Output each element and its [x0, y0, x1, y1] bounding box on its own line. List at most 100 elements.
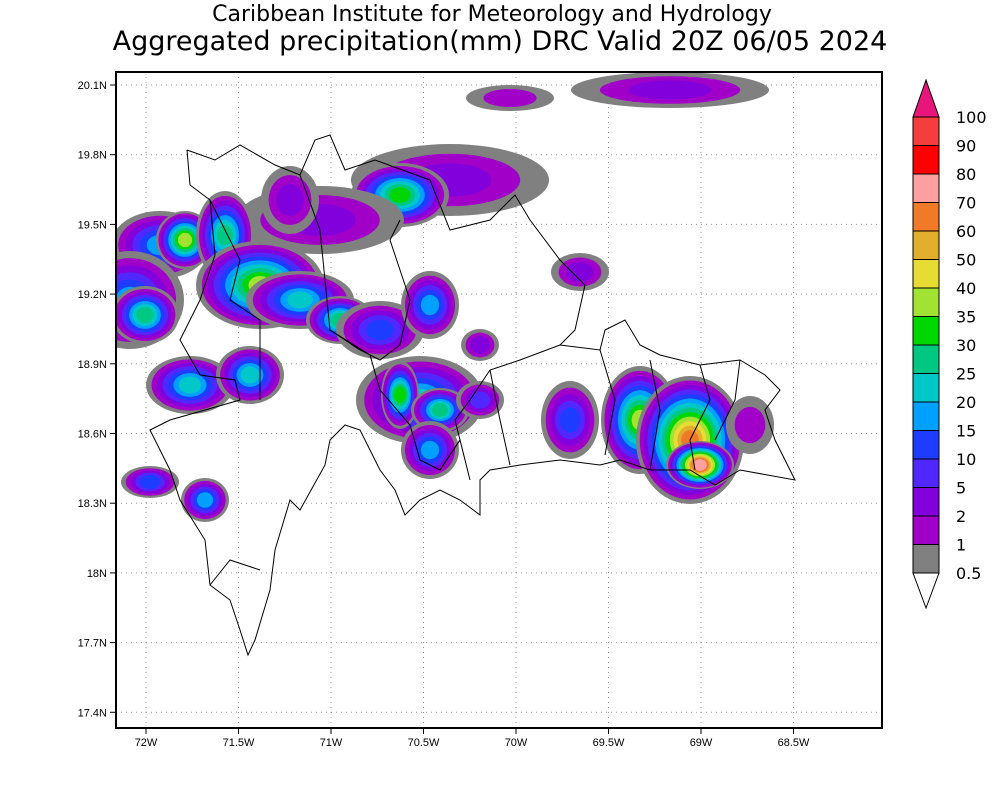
precip-contour	[469, 391, 491, 409]
precip-cell	[246, 271, 354, 329]
lat-tick-label: 17.4N	[78, 707, 107, 719]
plot-frame	[115, 71, 883, 729]
precip-contour	[559, 407, 581, 433]
colorbar-label: 60	[956, 222, 976, 241]
precip-cell	[726, 396, 774, 454]
lat-tick-label: 18.6N	[78, 429, 107, 441]
precip-cell	[146, 356, 234, 414]
precip-contour	[136, 307, 154, 323]
colorbar-swatch	[912, 259, 940, 289]
colorbar-swatch	[912, 544, 940, 574]
colorbar-label: 70	[956, 194, 976, 213]
precip-contour	[287, 291, 313, 309]
precip-contour	[366, 319, 394, 341]
precip-contour	[196, 492, 214, 508]
colorbar-label: 15	[956, 422, 976, 441]
precip-contour	[566, 262, 594, 282]
border-line	[149, 134, 796, 657]
colorbar-label: 80	[956, 165, 976, 184]
lon-tick-label: 70.5W	[408, 737, 440, 749]
colorbar-swatch	[912, 401, 940, 431]
border-line	[439, 438, 471, 481]
colorbar-label: 20	[956, 393, 976, 412]
precip-contour	[217, 224, 233, 246]
colorbar-swatch	[912, 430, 940, 460]
institute-title: Caribbean Institute for Meteorology and …	[212, 2, 772, 27]
precip-cell	[121, 466, 179, 498]
lon-tick-label: 69W	[690, 737, 713, 749]
map-title: Aggregated precipitation(mm) DRC Valid 2…	[112, 26, 888, 57]
colorbar-swatch	[912, 287, 940, 317]
colorbar-label: 2	[956, 507, 966, 526]
colorbar-swatch	[912, 458, 940, 488]
precip-cell	[116, 286, 179, 344]
border-line	[599, 349, 616, 456]
colorbar-label: 50	[956, 251, 976, 270]
lat-tick-label: 17.7N	[78, 638, 107, 650]
precip-contour	[276, 184, 304, 216]
colorbar-swatch	[912, 515, 940, 545]
lat-tick-label: 18.9N	[78, 359, 107, 371]
precip-cell	[541, 381, 599, 459]
precip-cell	[456, 381, 504, 419]
lon-tick-label: 68.5W	[778, 737, 810, 749]
colorbar-swatch	[912, 173, 940, 203]
precip-cell	[336, 301, 424, 359]
precip-contour	[483, 88, 537, 108]
colorbar-swatch	[912, 487, 940, 517]
precip-cell	[571, 72, 769, 108]
precip-cell	[411, 388, 469, 432]
precip-contour	[693, 459, 707, 471]
colorbar-legend: 100 90 80 70 60 50 40 35 30 25 20 15 10 5 2 1 0.5	[912, 78, 987, 610]
border-line	[209, 199, 261, 400]
colorbar-label: 5	[956, 479, 966, 498]
lon-tick-label: 71.5W	[223, 737, 255, 749]
precip-cell	[181, 478, 229, 522]
colorbar-label: 40	[956, 279, 976, 298]
colorbar-max-arrow	[912, 78, 940, 118]
border-line	[489, 369, 511, 466]
precip-contour	[628, 80, 712, 100]
colorbar-swatch	[912, 230, 940, 260]
precip-contour	[389, 187, 411, 203]
precipitation-field	[116, 72, 774, 522]
colorbar-label: 0.5	[956, 564, 981, 583]
precip-cell	[466, 85, 554, 111]
precip-cell	[666, 441, 734, 489]
precip-contour	[139, 475, 161, 489]
colorbar-label: 90	[956, 137, 976, 156]
colorbar-min-arrow	[912, 572, 940, 610]
precip-contour	[178, 376, 202, 394]
lon-tick-label: 72W	[135, 737, 158, 749]
colorbar-swatch	[912, 373, 940, 403]
border-line	[714, 359, 741, 441]
precip-contour	[432, 403, 448, 417]
colorbar-label: 100	[956, 108, 987, 127]
lon-tick-label: 69.5W	[593, 737, 625, 749]
precip-contour	[240, 366, 260, 384]
precip-cell	[551, 253, 609, 291]
border-line	[689, 364, 711, 471]
precip-contour	[420, 440, 440, 460]
precip-contour	[177, 232, 193, 248]
border-line	[649, 359, 661, 471]
lat-tick-label: 19.5N	[78, 219, 107, 231]
lat-tick-label: 19.8N	[78, 150, 107, 162]
colorbar-swatch	[912, 344, 940, 374]
lat-tick-label: 20.1N	[78, 80, 107, 92]
border-line	[209, 559, 261, 586]
precip-contour	[420, 294, 440, 316]
precip-cell	[216, 346, 284, 404]
colorbar-label: 30	[956, 336, 976, 355]
colorbar-label: 1	[956, 536, 966, 555]
lon-tick-label: 70W	[505, 737, 528, 749]
lat-tick-label: 18.3N	[78, 498, 107, 510]
colorbar-swatch	[912, 145, 940, 175]
border-line	[299, 174, 411, 361]
precip-contour	[470, 336, 490, 354]
colorbar-label: 10	[956, 450, 976, 469]
precip-cell	[261, 166, 319, 234]
precip-cell	[461, 329, 499, 361]
